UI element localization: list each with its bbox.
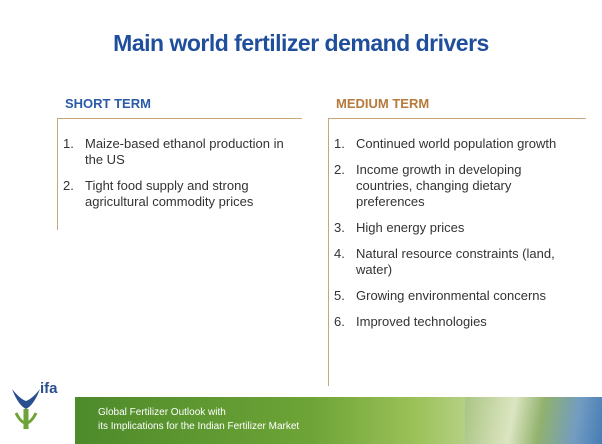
item-number: 4.	[334, 246, 345, 261]
list-item: 2. Tight food supply and strong agricultu…	[63, 178, 300, 210]
slide-title: Main world fertilizer demand drivers	[113, 30, 489, 56]
item-text: Improved technologies	[356, 314, 487, 329]
logo-text: ifa	[40, 380, 58, 397]
list-item: 1. Continued world population growth	[334, 136, 574, 152]
item-number: 2.	[63, 178, 74, 193]
list-item: 5. Growing environmental concerns	[334, 288, 574, 304]
item-number: 2.	[334, 162, 345, 177]
logo-mark	[12, 389, 40, 429]
item-text: Maize-based ethanol production in the US	[85, 136, 284, 167]
column-heading: SHORT TERM	[65, 96, 151, 111]
footer-image	[465, 397, 602, 444]
item-text: Tight food supply and strong agricultura…	[85, 178, 254, 209]
footer-line: Global Fertilizer Outlook with	[98, 407, 226, 418]
list-item: 6. Improved technologies	[334, 314, 574, 330]
list-item: 4. Natural resource constraints (land, wa…	[334, 246, 574, 278]
heading-rule	[328, 118, 586, 119]
heading-rule	[57, 118, 302, 119]
item-text: Continued world population growth	[356, 136, 557, 151]
list-item: 2. Income growth in developing countries,…	[334, 162, 574, 210]
item-number: 1.	[334, 136, 345, 151]
footer-line: its Implications for the Indian Fertiliz…	[98, 421, 300, 432]
column-heading: MEDIUM TERM	[336, 96, 430, 111]
list-item: 3. High energy prices	[334, 220, 574, 236]
item-text: Growing environmental concerns	[356, 288, 547, 303]
item-number: 1.	[63, 136, 74, 151]
column-rule	[328, 118, 329, 386]
list-item: 1. Maize-based ethanol production in the …	[63, 136, 300, 168]
item-text: Income growth in developing countries, c…	[356, 162, 522, 209]
item-number: 3.	[334, 220, 345, 235]
item-list: 1. Continued world population growth 2. Inc…	[334, 136, 574, 340]
item-list: 1. Maize-based ethanol production in the …	[63, 136, 300, 220]
item-text: Natural resource constraints (land, wate…	[356, 246, 555, 277]
column-rule	[57, 118, 58, 230]
item-number: 6.	[334, 314, 345, 329]
item-text: High energy prices	[356, 220, 465, 235]
item-number: 5.	[334, 288, 345, 303]
medium-term-column: MEDIUM TERM 1. Continued world population…	[328, 96, 588, 386]
short-term-column: SHORT TERM 1. Maize-based ethanol product…	[57, 96, 302, 230]
